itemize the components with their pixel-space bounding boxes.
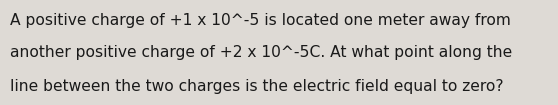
Text: line between the two charges is the electric field equal to zero?: line between the two charges is the elec… [10, 79, 504, 94]
Text: another positive charge of +2 x 10^-5C. At what point along the: another positive charge of +2 x 10^-5C. … [10, 45, 512, 60]
Text: A positive charge of +1 x 10^-5 is located one meter away from: A positive charge of +1 x 10^-5 is locat… [10, 14, 511, 28]
